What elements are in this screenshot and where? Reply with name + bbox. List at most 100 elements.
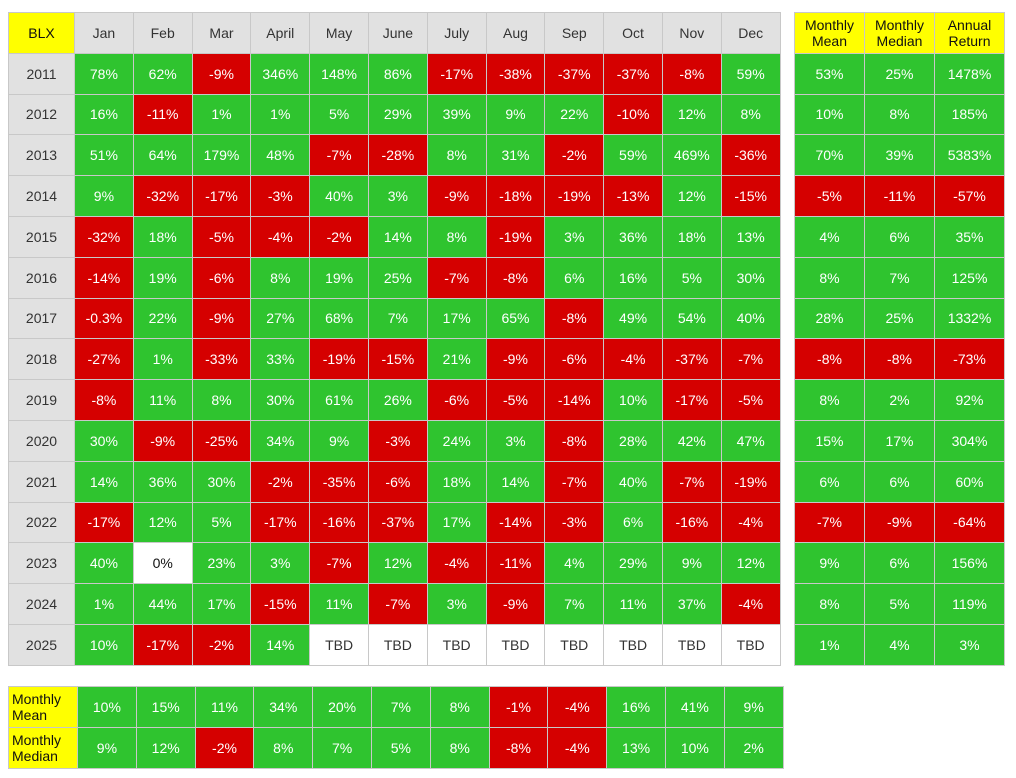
year-row: 2020 30% -9% -25% 34% 9% -3% 24% 3% -8% 28% 42% 47% xyxy=(8,419,781,462)
return-cell: 30% xyxy=(250,379,311,421)
year-row: 2023 40% 0% 23% 3% -7% 12% -4% -11% 4% 29% 9% 12% xyxy=(8,542,781,585)
year-label: 2022 xyxy=(8,501,75,544)
summary-row: 28% 25% 1332% xyxy=(794,297,1005,340)
monthly-median-cell: 25% xyxy=(864,297,935,340)
summary-row: 53% 25% 1478% xyxy=(794,52,1005,95)
summary-row: 15% 17% 304% xyxy=(794,419,1005,462)
return-cell: 17% xyxy=(191,583,252,625)
return-cell: -2% xyxy=(309,215,369,258)
monthly-mean-cell: 15% xyxy=(794,419,865,462)
return-cell: -9% xyxy=(485,583,546,625)
return-cell: -17% xyxy=(661,379,722,421)
return-cell: -25% xyxy=(191,419,252,462)
return-cell: 62% xyxy=(132,52,193,95)
monthly-mean-cell: 4% xyxy=(794,215,865,258)
return-cell: 27% xyxy=(250,297,311,340)
month-header: Sep xyxy=(544,12,605,54)
monthly-median-cell: -11% xyxy=(864,175,935,217)
year-label: 2023 xyxy=(8,542,75,585)
return-cell: -17% xyxy=(132,623,193,666)
year-label: 2011 xyxy=(8,52,75,95)
return-cell: -7% xyxy=(309,134,369,177)
return-cell: -6% xyxy=(191,256,252,299)
return-cell: -7% xyxy=(309,542,369,585)
return-cell: 29% xyxy=(367,93,428,136)
monthly-mean-cell: 28% xyxy=(794,297,865,340)
year-row: 2012 16% -11% 1% 1% 5% 29% 39% 9% 22% -10% 12% 8% xyxy=(8,93,781,136)
return-cell: 40% xyxy=(309,175,369,217)
return-cell: -5% xyxy=(485,379,546,421)
return-cell: 33% xyxy=(250,338,311,381)
monthly-mean-cell: 53% xyxy=(794,52,865,95)
return-cell: 148% xyxy=(309,52,369,95)
year-label: 2018 xyxy=(8,338,75,381)
stats-cell: 10% xyxy=(77,686,137,728)
monthly-mean-cell: 10% xyxy=(794,93,865,136)
monthly-median-cell: 25% xyxy=(864,52,935,95)
return-cell: -17% xyxy=(191,175,252,217)
return-cell: -9% xyxy=(132,419,193,462)
year-row: 2021 14% 36% 30% -2% -35% -6% 18% 14% -7% 40% -7% -1… xyxy=(8,460,781,503)
year-label: 2020 xyxy=(8,419,75,462)
month-header: July xyxy=(426,12,487,54)
year-label: 2019 xyxy=(8,379,75,421)
return-cell: 78% xyxy=(74,52,134,95)
return-cell: -3% xyxy=(367,419,428,462)
return-cell: -8% xyxy=(544,419,605,462)
return-cell: 8% xyxy=(250,256,311,299)
return-cell: -37% xyxy=(603,52,663,95)
monthly-mean-cell: 9% xyxy=(794,542,865,585)
month-header-row: BLX Jan Feb Mar April May June July Aug … xyxy=(8,12,781,54)
summary-header-mean: Monthly Mean xyxy=(794,12,865,54)
summary-row: 9% 6% 156% xyxy=(794,542,1005,585)
return-cell: 3% xyxy=(250,542,311,585)
monthly-median-cell: 6% xyxy=(864,460,935,503)
summary-row: 8% 2% 92% xyxy=(794,379,1005,421)
return-cell: -5% xyxy=(720,379,781,421)
return-cell: 8% xyxy=(426,215,487,258)
return-cell: -11% xyxy=(485,542,546,585)
return-cell: -15% xyxy=(720,175,781,217)
year-label: 2024 xyxy=(8,583,75,625)
monthly-median-cell: 2% xyxy=(864,379,935,421)
year-label: 2025 xyxy=(8,623,75,666)
return-cell: TBD xyxy=(544,623,605,666)
return-cell: TBD xyxy=(720,623,781,666)
annual-return-cell: 156% xyxy=(934,542,1005,585)
year-label: 2013 xyxy=(8,134,75,177)
month-header: Oct xyxy=(603,12,663,54)
return-cell: 8% xyxy=(191,379,252,421)
return-cell: 9% xyxy=(485,93,546,136)
return-cell: 1% xyxy=(74,583,134,625)
return-cell: 18% xyxy=(132,215,193,258)
return-cell: -19% xyxy=(485,215,546,258)
monthly-mean-cell: 8% xyxy=(794,583,865,625)
return-cell: -27% xyxy=(74,338,134,381)
return-cell: 40% xyxy=(603,460,663,503)
stats-cell: 8% xyxy=(429,686,490,728)
return-cell: -8% xyxy=(661,52,722,95)
return-cell: 48% xyxy=(250,134,311,177)
return-cell: -9% xyxy=(426,175,487,217)
return-cell: 37% xyxy=(661,583,722,625)
return-cell: 19% xyxy=(309,256,369,299)
return-cell: 14% xyxy=(250,623,311,666)
annual-return-cell: 1332% xyxy=(934,297,1005,340)
stats-cell: 5% xyxy=(370,727,431,769)
return-cell: 44% xyxy=(132,583,193,625)
return-cell: -9% xyxy=(485,338,546,381)
stats-cell: -4% xyxy=(547,727,608,769)
annual-return-cell: 60% xyxy=(934,460,1005,503)
summary-row: 10% 8% 185% xyxy=(794,93,1005,136)
stats-cell: -1% xyxy=(488,686,549,728)
return-cell: 28% xyxy=(603,419,663,462)
monthly-median-cell: 8% xyxy=(864,93,935,136)
summary-row: 4% 6% 35% xyxy=(794,215,1005,258)
return-cell: 8% xyxy=(426,134,487,177)
summary-row: 1% 4% 3% xyxy=(794,623,1005,666)
monthly-median-cell: 6% xyxy=(864,215,935,258)
return-cell: -4% xyxy=(720,501,781,544)
stats-row: Monthly Mean 10% 15% 11% 34% 20% 7% 8% -1% -4% 16%… xyxy=(8,686,784,728)
return-cell: -3% xyxy=(250,175,311,217)
return-cell: 40% xyxy=(720,297,781,340)
